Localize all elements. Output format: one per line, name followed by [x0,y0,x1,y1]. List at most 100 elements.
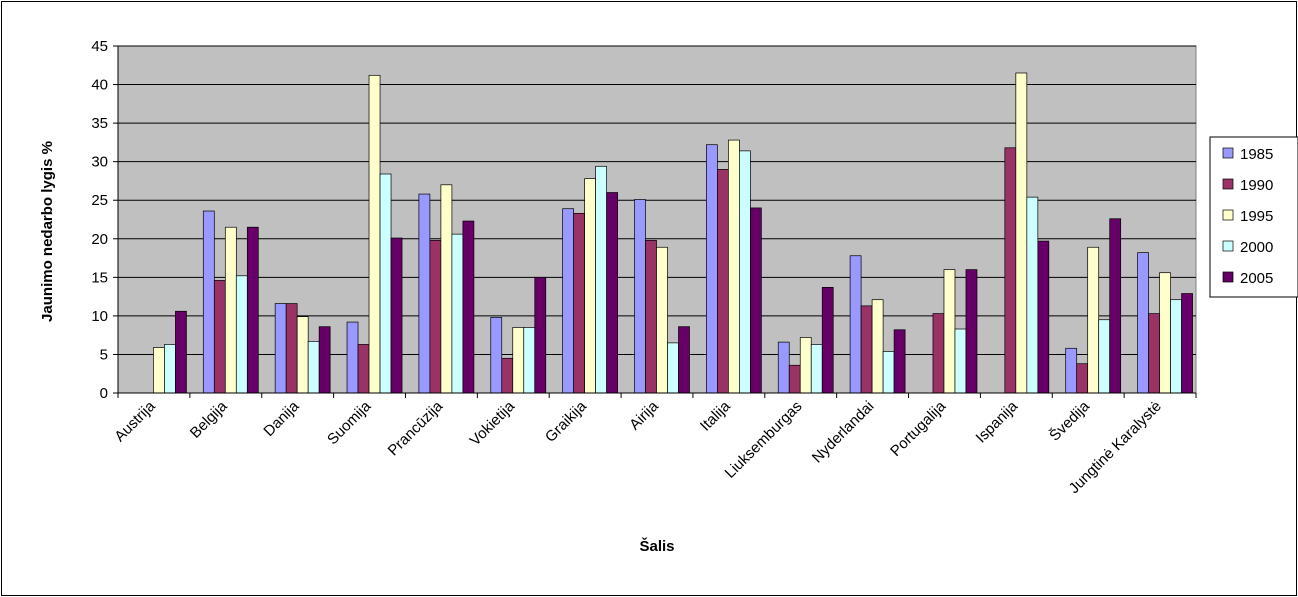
y-tick-label: 15 [91,269,108,286]
bar [213,280,226,394]
x-tick-label: Airija [626,397,662,433]
bar [1170,299,1182,394]
bar [584,178,596,394]
bar [429,239,442,394]
x-tick-label: Vokietija [467,397,519,449]
y-axis-title: Jaunimo nedarbo lygis % [39,141,56,322]
y-tick-label: 25 [91,192,108,209]
x-tick-label: Portugalija [887,397,950,460]
bar [246,226,259,394]
bar [656,246,668,394]
x-tick-label: Danija [260,397,303,440]
bar [777,341,790,394]
x-tick-label: Austrija [111,397,159,445]
legend-label: 2000 [1240,239,1273,256]
bar [1137,252,1149,394]
bar [821,287,834,394]
bar [678,326,690,394]
legend-swatch [1222,178,1234,190]
x-tick-label: Ispanija [973,397,1022,446]
bar [932,313,945,394]
legend-swatch [1222,240,1234,252]
bar [1076,363,1089,394]
bar [943,269,956,394]
bar [501,357,514,394]
bar [706,144,718,394]
bar [1087,246,1100,394]
y-tick-label: 35 [91,115,108,132]
bar [318,326,331,394]
bar [810,344,823,394]
y-tick-label: 45 [91,38,108,55]
bar [164,344,176,394]
y-tick-label: 40 [91,77,108,94]
bar [739,150,751,394]
bar [1037,240,1050,394]
bar [606,192,618,394]
x-tick-label: Graikija [542,397,590,445]
bar [224,226,237,394]
legend-label: 1985 [1240,146,1273,163]
bar [534,276,547,394]
legend-label: 2005 [1240,270,1273,287]
bar [728,139,740,394]
bar [1159,272,1171,394]
legend-label: 1990 [1240,177,1273,194]
bar [523,327,536,394]
bar [860,305,873,394]
bar [379,173,392,394]
bar [307,340,320,394]
y-tick-label: 30 [91,154,108,171]
x-tick-labels: Austrija Belgija Danija Suomija Prancūzija Vo… [111,397,1165,497]
bar [490,317,503,394]
bar [1004,147,1017,394]
bar [849,255,862,394]
x-tick-label: Italija [697,397,734,434]
bar [799,337,812,394]
y-tick-label: 20 [91,231,108,248]
bar [965,269,978,394]
x-tick-label: Suomija [324,397,375,448]
x-tick-label: Nyderlandai [809,398,878,467]
bar [1065,347,1078,394]
x-tick-label: Belgija [187,397,231,441]
bar [512,327,525,394]
bar [634,199,646,394]
bar [153,347,165,394]
bar [893,329,906,394]
bar [296,316,309,394]
bar [954,328,967,394]
bar [645,239,657,394]
y-tick-label: 5 [100,346,108,363]
bar [882,351,895,394]
legend-swatch [1222,271,1234,283]
bar [1181,293,1193,394]
bar [788,364,801,394]
bar [368,74,381,394]
bar [418,193,431,394]
bar [202,210,215,394]
legend-box [1209,136,1298,298]
bar [562,208,574,394]
y-tick-label: 0 [100,385,108,402]
bar [1109,218,1122,394]
bar [357,344,370,394]
bar [235,275,248,394]
bar [440,184,453,394]
bar [346,321,359,394]
legend-swatch [1222,209,1234,221]
bar [871,299,884,394]
x-tick-label: Liuksemburgas [722,398,806,482]
bar [462,220,475,394]
x-tick-label: Švedija [1046,397,1093,444]
bar [573,212,585,394]
bar [274,303,287,394]
legend: 1985 1990 1995 2000 2005 [1209,136,1298,298]
bar [175,310,187,394]
x-tick-label: Prancūzija [385,397,447,459]
bar [717,169,729,394]
bar [595,165,607,394]
legend-swatch [1222,147,1234,159]
bar [285,303,298,394]
